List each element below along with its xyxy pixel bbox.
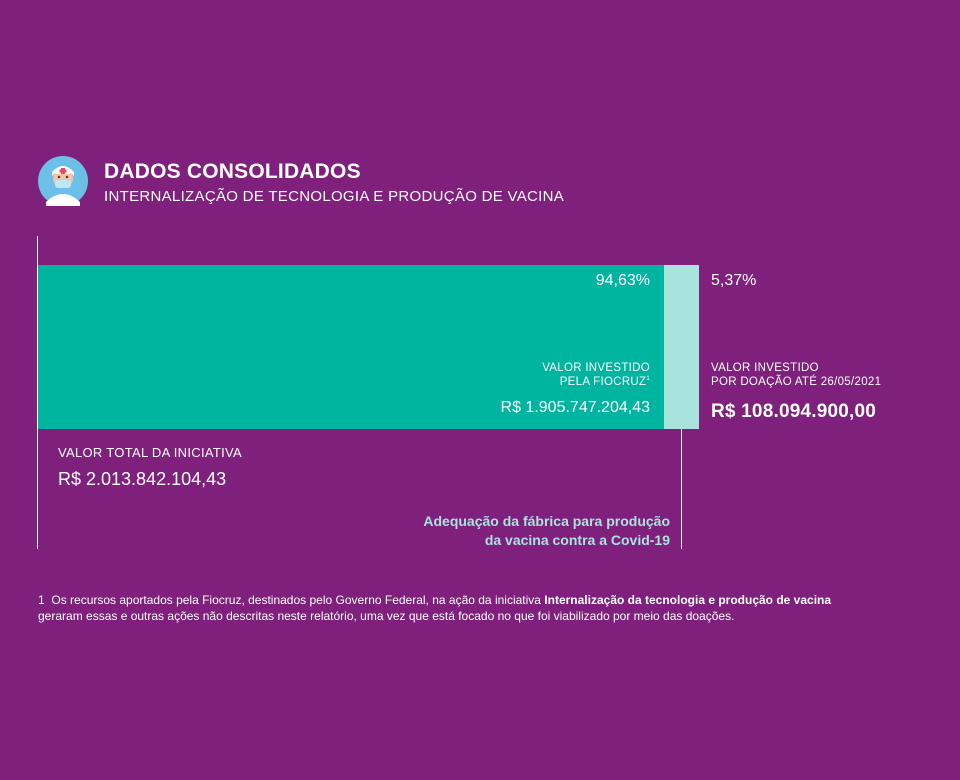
footnote-text-after: geraram essas e outras ações não descrit…	[38, 609, 735, 623]
fiocruz-label-text: PELA FIOCRUZ	[559, 376, 647, 388]
footnote: 1 Os recursos aportados pela Fiocruz, de…	[38, 592, 918, 624]
page-title: DADOS CONSOLIDADOS	[104, 160, 361, 183]
footnote-marker: 1	[646, 376, 650, 383]
percent-label-fiocruz: 94,63%	[595, 272, 650, 289]
fiocruz-label: VALOR INVESTIDO PELA FIOCRUZ1	[542, 361, 650, 389]
annotation-line1: Adequação da fábrica para produção	[423, 513, 670, 529]
fiocruz-label-line1: VALOR INVESTIDO	[542, 362, 650, 374]
footnote-text-before: Os recursos aportados pela Fiocruz, dest…	[51, 593, 545, 607]
donation-label-line2: POR DOAÇÃO ATÉ 26/05/2021	[711, 376, 882, 388]
donation-label: VALOR INVESTIDO POR DOAÇÃO ATÉ 26/05/202…	[711, 361, 881, 389]
footnote-bold-text: Internalização da tecnologia e produção …	[544, 593, 832, 607]
donation-label-line1: VALOR INVESTIDO	[711, 362, 819, 374]
percent-label-donation: 5,37%	[711, 272, 757, 289]
fiocruz-label-line2: PELA FIOCRUZ1	[542, 375, 650, 389]
bar-fiocruz	[38, 265, 664, 429]
health-worker-avatar-icon	[38, 156, 88, 206]
page-subtitle: INTERNALIZAÇÃO DE TECNOLOGIA E PRODUÇÃO …	[104, 188, 565, 205]
total-value: R$ 2.013.842.104,43	[58, 469, 227, 489]
donation-value: R$ 108.094.900,00	[711, 401, 877, 422]
annotation-factory: Adequação da fábrica para produção da va…	[423, 512, 670, 550]
bar-donation	[664, 265, 699, 429]
left-axis-line	[37, 236, 38, 549]
total-label: VALOR TOTAL DA INICIATIVA	[58, 445, 243, 460]
annotation-leader-line	[681, 429, 682, 549]
footnote-number: 1	[38, 593, 45, 607]
fiocruz-value: R$ 1.905.747.204,43	[500, 399, 650, 416]
annotation-line2: da vacina contra a Covid-19	[484, 532, 670, 548]
